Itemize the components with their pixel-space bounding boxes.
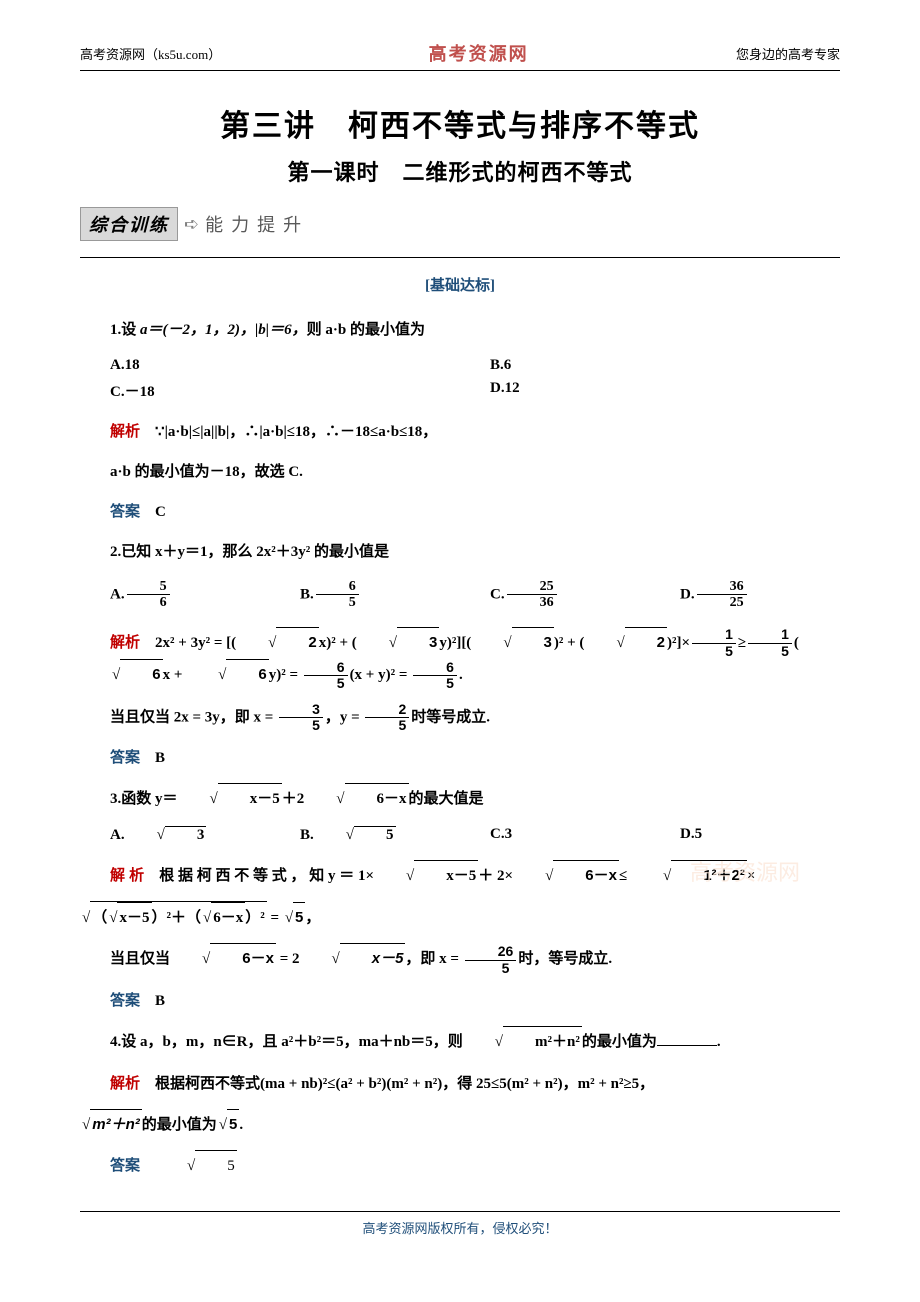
q1-vec: a＝(－2，1，2)，|b|＝6， — [140, 322, 307, 338]
header-left: 高考资源网（ks5u.com） — [80, 44, 221, 63]
q1-analysis: 解析 ∵|a·b|≤|a||b|，∴|a·b|≤18，∴－18≤a·b≤18， — [80, 417, 840, 447]
q2-answer-val: B — [155, 750, 165, 766]
q1-optA: A.18 — [80, 357, 460, 374]
chapter-title: 第三讲 柯西不等式与排序不等式 — [80, 101, 840, 145]
answer-label: 答案 — [110, 1157, 140, 1174]
q3-optB: B.5 — [270, 826, 460, 844]
answer-label: 答案 — [110, 503, 140, 520]
q4-answer: 答案 5 — [80, 1150, 840, 1181]
q2-optD: D.3625 — [650, 579, 840, 611]
q1-suf: 则 a·b 的最小值为 — [307, 322, 425, 338]
q1-num: 1.设 — [110, 322, 140, 338]
q2-stem: 2.已知 x＋y＝1，那么 2x²＋3y² 的最小值是 — [80, 537, 840, 567]
answer-label: 答案 — [110, 749, 140, 766]
q2-ana: 2x² + 3y² = [(2x)² + (3y)²][(3)² + (2)²]… — [80, 635, 799, 683]
banner-right: 能力提升 — [205, 211, 309, 237]
analysis-label: 解析 — [110, 1075, 140, 1092]
q2-cond: 当且仅当 2x = 3y，即 x = 35，y = 25时等号成立. — [80, 702, 840, 734]
q2-options: A.56 B.65 C.2536 D.3625 — [80, 579, 840, 617]
q1-ana2-text: a·b 的最小值为－18，故选 C. — [110, 464, 303, 480]
q3-stem: 3.函数 y＝x－5＋26－x的最大值是 — [80, 783, 840, 814]
q4-answer-val: 5 — [195, 1150, 237, 1181]
header-center: 高考资源网 — [429, 40, 529, 66]
q1-optC: C.－18 — [80, 380, 460, 401]
q3-analysis: 解 析 根 据 柯 西 不 等 式 ， 知 y ＝ 1×x－5＋ 2×6－x≤ … — [80, 860, 840, 891]
banner-underline — [80, 257, 840, 258]
section-banner: 综合训练 ➪ 能力提升 — [80, 207, 840, 241]
q3-optD: D.5 — [650, 826, 840, 844]
banner-box: 综合训练 — [80, 207, 178, 241]
q1-answer: 答案 C — [80, 497, 840, 527]
q1-answer-val: C — [155, 504, 166, 520]
q2-optB: B.65 — [270, 579, 460, 611]
answer-label: 答案 — [110, 992, 140, 1009]
q2-optA: A.56 — [80, 579, 270, 611]
q4-ana-text: 根据柯西不等式(ma + nb)²≤(a² + b²)(m² + n²)，得 2… — [155, 1076, 654, 1092]
q1-stem: 1.设 a＝(－2，1，2)，|b|＝6，则 a·b 的最小值为 — [80, 315, 840, 345]
q2-analysis: 解析 2x² + 3y² = [(2x)² + (3y)²][(3)² + (2… — [80, 627, 840, 692]
q2-optC: C.2536 — [460, 579, 650, 611]
section-label: [基础达标] — [80, 274, 840, 295]
q1-optB: B.6 — [460, 357, 840, 374]
q3-options: A.3 B.5 C.3 D.5 — [80, 826, 840, 850]
header-right: 您身边的高考专家 — [736, 44, 840, 63]
q1-ana-text: ∵|a·b|≤|a||b|，∴|a·b|≤18，∴－18≤a·b≤18， — [155, 424, 437, 440]
q1-options: A.18 B.6 C.－18 D.12 — [80, 357, 840, 407]
q3-cond: 当且仅当6－x = 2x－5，即 x = 265时，等号成立. — [80, 943, 840, 975]
q3-optC: C.3 — [460, 826, 650, 844]
q2-answer: 答案 B — [80, 743, 840, 773]
page-header: 高考资源网（ks5u.com） 高考资源网 您身边的高考专家 — [80, 40, 840, 71]
page-footer: 高考资源网版权所有，侵权必究！ — [80, 1211, 840, 1237]
analysis-label: 解析 — [110, 423, 140, 440]
analysis-label: 解析 — [110, 634, 140, 651]
q3-ana: 根 据 柯 西 不 等 式 ， 知 y ＝ 1×x－5＋ 2×6－x≤ 1²＋2… — [159, 868, 755, 884]
lesson-subtitle: 第一课时 二维形式的柯西不等式 — [80, 155, 840, 187]
q3-answer-val: B — [155, 993, 165, 1009]
q1-optD: D.12 — [460, 380, 840, 401]
page: 高考资源网（ks5u.com） 高考资源网 您身边的高考专家 第三讲 柯西不等式… — [0, 0, 920, 1267]
fill-blank — [657, 1031, 717, 1046]
q3-optA: A.3 — [80, 826, 270, 844]
q4-analysis: 解析 根据柯西不等式(ma + nb)²≤(a² + b²)(m² + n²)，… — [80, 1069, 840, 1099]
q4-stem: 4.设 a，b，m，n∈R，且 a²＋b²＝5，ma＋nb＝5，则m²＋n²的最… — [80, 1026, 840, 1057]
analysis-label: 解 析 — [110, 867, 144, 884]
arrow-icon: ➪ — [184, 214, 199, 235]
q3-answer: 答案 B — [80, 986, 840, 1016]
q4-analysis2: m²＋n²的最小值为5. — [80, 1109, 840, 1140]
q3-analysis-cont: （x－5）²＋（6－x）² = 5， — [80, 901, 840, 933]
q1-analysis2: a·b 的最小值为－18，故选 C. — [80, 457, 840, 487]
